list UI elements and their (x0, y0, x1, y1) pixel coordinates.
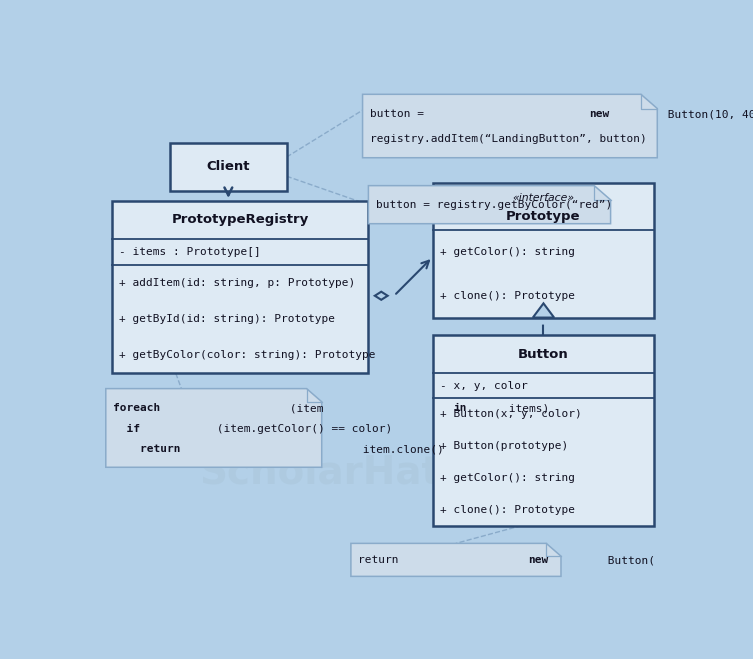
Text: (item.getColor() == color): (item.getColor() == color) (211, 424, 393, 434)
Text: Button(10, 40, “red”): Button(10, 40, “red”) (661, 109, 753, 119)
Text: return: return (358, 555, 406, 565)
Text: + Button(x, y, color): + Button(x, y, color) (441, 409, 582, 419)
Polygon shape (368, 186, 611, 223)
Text: new: new (529, 555, 549, 565)
Text: items): items) (501, 403, 549, 413)
Text: button = registry.getByColor(“red”): button = registry.getByColor(“red”) (376, 200, 612, 210)
Text: + getById(id: string): Prototype: + getById(id: string): Prototype (119, 314, 335, 324)
Text: new: new (589, 109, 609, 119)
Text: - x, y, color: - x, y, color (441, 381, 528, 391)
Text: in: in (453, 403, 467, 413)
Text: return: return (114, 444, 181, 454)
Text: if: if (114, 424, 140, 434)
Text: (item: (item (283, 403, 331, 413)
Text: + getByColor(color: string): Prototype: + getByColor(color: string): Prototype (119, 351, 376, 360)
Text: + clone(): Prototype: + clone(): Prototype (441, 505, 575, 515)
Text: registry.addItem(“LandingButton”, button): registry.addItem(“LandingButton”, button… (370, 134, 647, 144)
Text: - items : Prototype[]: - items : Prototype[] (119, 246, 261, 257)
Bar (432, 183, 654, 318)
Text: item.clone(): item.clone() (356, 444, 444, 454)
Text: + addItem(id: string, p: Prototype): + addItem(id: string, p: Prototype) (119, 278, 355, 288)
Bar (432, 335, 654, 526)
Bar (111, 201, 368, 374)
Text: Button: Button (518, 348, 569, 361)
Text: ScholarHat: ScholarHat (199, 453, 441, 492)
Text: + clone(): Prototype: + clone(): Prototype (441, 291, 575, 301)
Polygon shape (533, 303, 554, 318)
Text: Prototype: Prototype (506, 210, 581, 223)
Text: PrototypeRegistry: PrototypeRegistry (172, 214, 309, 226)
Text: Client: Client (206, 160, 250, 173)
Text: + getColor(): string: + getColor(): string (441, 247, 575, 257)
Text: + Button(prototype): + Button(prototype) (441, 441, 569, 451)
Text: foreach: foreach (114, 403, 160, 413)
Bar (170, 142, 287, 190)
Text: Button(: Button( (601, 555, 655, 565)
Polygon shape (363, 94, 657, 158)
Polygon shape (375, 292, 388, 300)
Text: button =: button = (370, 109, 431, 119)
Polygon shape (351, 544, 561, 577)
Text: + getColor(): string: + getColor(): string (441, 473, 575, 483)
Text: «interface»: «interface» (512, 193, 575, 203)
Polygon shape (105, 389, 322, 467)
